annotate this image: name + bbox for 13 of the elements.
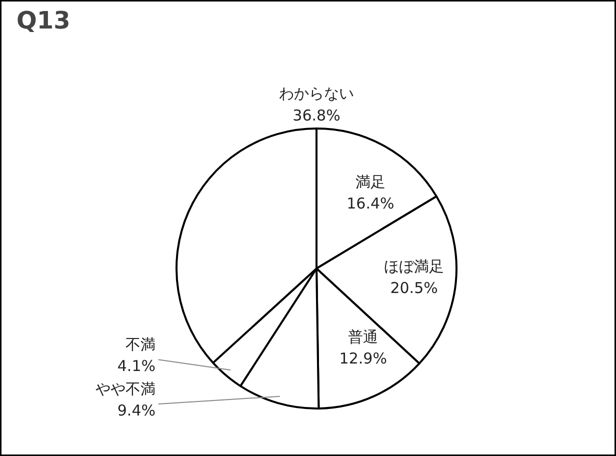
slice-label: 不満 <box>126 336 156 354</box>
chart-title: Q13 <box>16 6 70 34</box>
data-label: 16.4% <box>346 194 394 213</box>
data-label: 9.4% <box>117 402 156 420</box>
slice-label: ほぼ満足 <box>384 258 444 276</box>
data-label: 4.1% <box>117 357 156 376</box>
slice-label: わからない <box>279 84 354 103</box>
data-label: 12.9% <box>339 350 387 368</box>
slice-label: 満足 <box>355 173 386 192</box>
slice-label: やや不満 <box>96 380 156 398</box>
slice-label: 普通 <box>348 328 378 346</box>
data-label: 36.8% <box>292 106 340 124</box>
data-label: 20.5% <box>390 279 438 298</box>
